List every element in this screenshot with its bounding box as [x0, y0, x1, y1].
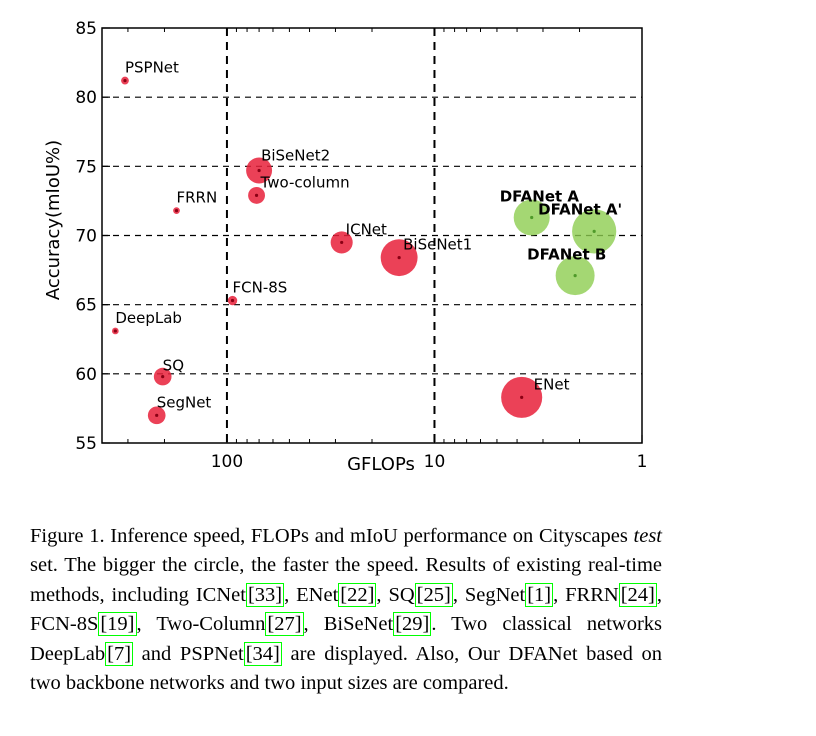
citation-link[interactable]: [7] — [105, 641, 134, 666]
x-tick-label: 1 — [637, 452, 648, 470]
citation-link[interactable]: [33] — [245, 582, 285, 607]
point-label: BiSeNet2 — [261, 146, 330, 164]
point-label: ENet — [534, 375, 570, 393]
grid-lines — [102, 28, 642, 443]
point-center — [520, 395, 524, 399]
point-label: FCN-8S — [233, 279, 288, 297]
point-center — [155, 413, 159, 417]
point-labels: PSPNet FRRN FCN-8S DeepLab SQ SegNet BiSeNet2 T… — [115, 59, 622, 412]
point-center — [123, 78, 127, 83]
italic-test: test — [633, 525, 662, 547]
point-label: DFANet A — [500, 188, 580, 206]
x-axis-title: GFLOPs — [347, 454, 415, 470]
point-center — [257, 168, 261, 173]
point-center — [340, 240, 344, 245]
point-label: PSPNet — [125, 59, 179, 77]
x-tick-label: 10 — [424, 452, 446, 470]
citation-link[interactable]: [34] — [243, 641, 282, 666]
point-center — [573, 274, 577, 278]
point-label: SQ — [163, 357, 184, 375]
axes: 55 60 65 70 75 80 85 100 10 1 — [75, 19, 647, 470]
y-axis-title: Accuracy(mIoU%) — [43, 140, 64, 300]
y-tick-label: 75 — [75, 157, 97, 177]
point-label: DFANet B — [527, 246, 606, 264]
plot-frame — [101, 27, 643, 444]
point-center — [113, 329, 117, 333]
point-label: FRRN — [177, 189, 218, 207]
citation-link[interactable]: [25] — [414, 582, 453, 607]
figure-label: Figure 1. — [30, 525, 105, 547]
point-label: DFANet A' — [538, 200, 622, 218]
scatter-chart: 55 60 65 70 75 80 85 100 10 1 PSPNet FRRN FCN-8S Dee… — [43, 19, 647, 470]
y-tick-label: 60 — [75, 365, 97, 385]
citation-link[interactable]: [19] — [98, 612, 137, 637]
point-label: Two-column — [260, 173, 350, 191]
point-label: BiSeNet1 — [403, 236, 472, 254]
citation-link[interactable]: [22] — [338, 582, 377, 607]
citation-link[interactable]: [1] — [525, 582, 554, 607]
point-center — [161, 375, 165, 379]
point-label: DeepLab — [115, 309, 182, 327]
data-points — [111, 76, 617, 425]
y-tick-label: 65 — [75, 296, 97, 316]
figure-caption: Figure 1. Inference speed, FLOPs and mIo… — [30, 525, 663, 695]
x-tick-label: 100 — [211, 452, 243, 470]
point-center — [592, 229, 596, 233]
point-center — [230, 298, 235, 303]
point-label: SegNet — [157, 393, 212, 411]
point-center — [254, 193, 259, 197]
point-label: ICNet — [346, 220, 387, 238]
point-center — [530, 215, 534, 220]
citation-link[interactable]: [27] — [265, 612, 304, 637]
y-tick-label: 70 — [75, 227, 97, 247]
citation-link[interactable]: [24] — [618, 582, 657, 607]
citation-link[interactable]: [29] — [393, 612, 432, 637]
y-tick-label: 80 — [75, 88, 97, 108]
y-tick-label: 85 — [75, 19, 97, 39]
y-tick-label: 55 — [75, 434, 97, 454]
point-center — [397, 256, 401, 260]
point-center — [174, 209, 179, 213]
